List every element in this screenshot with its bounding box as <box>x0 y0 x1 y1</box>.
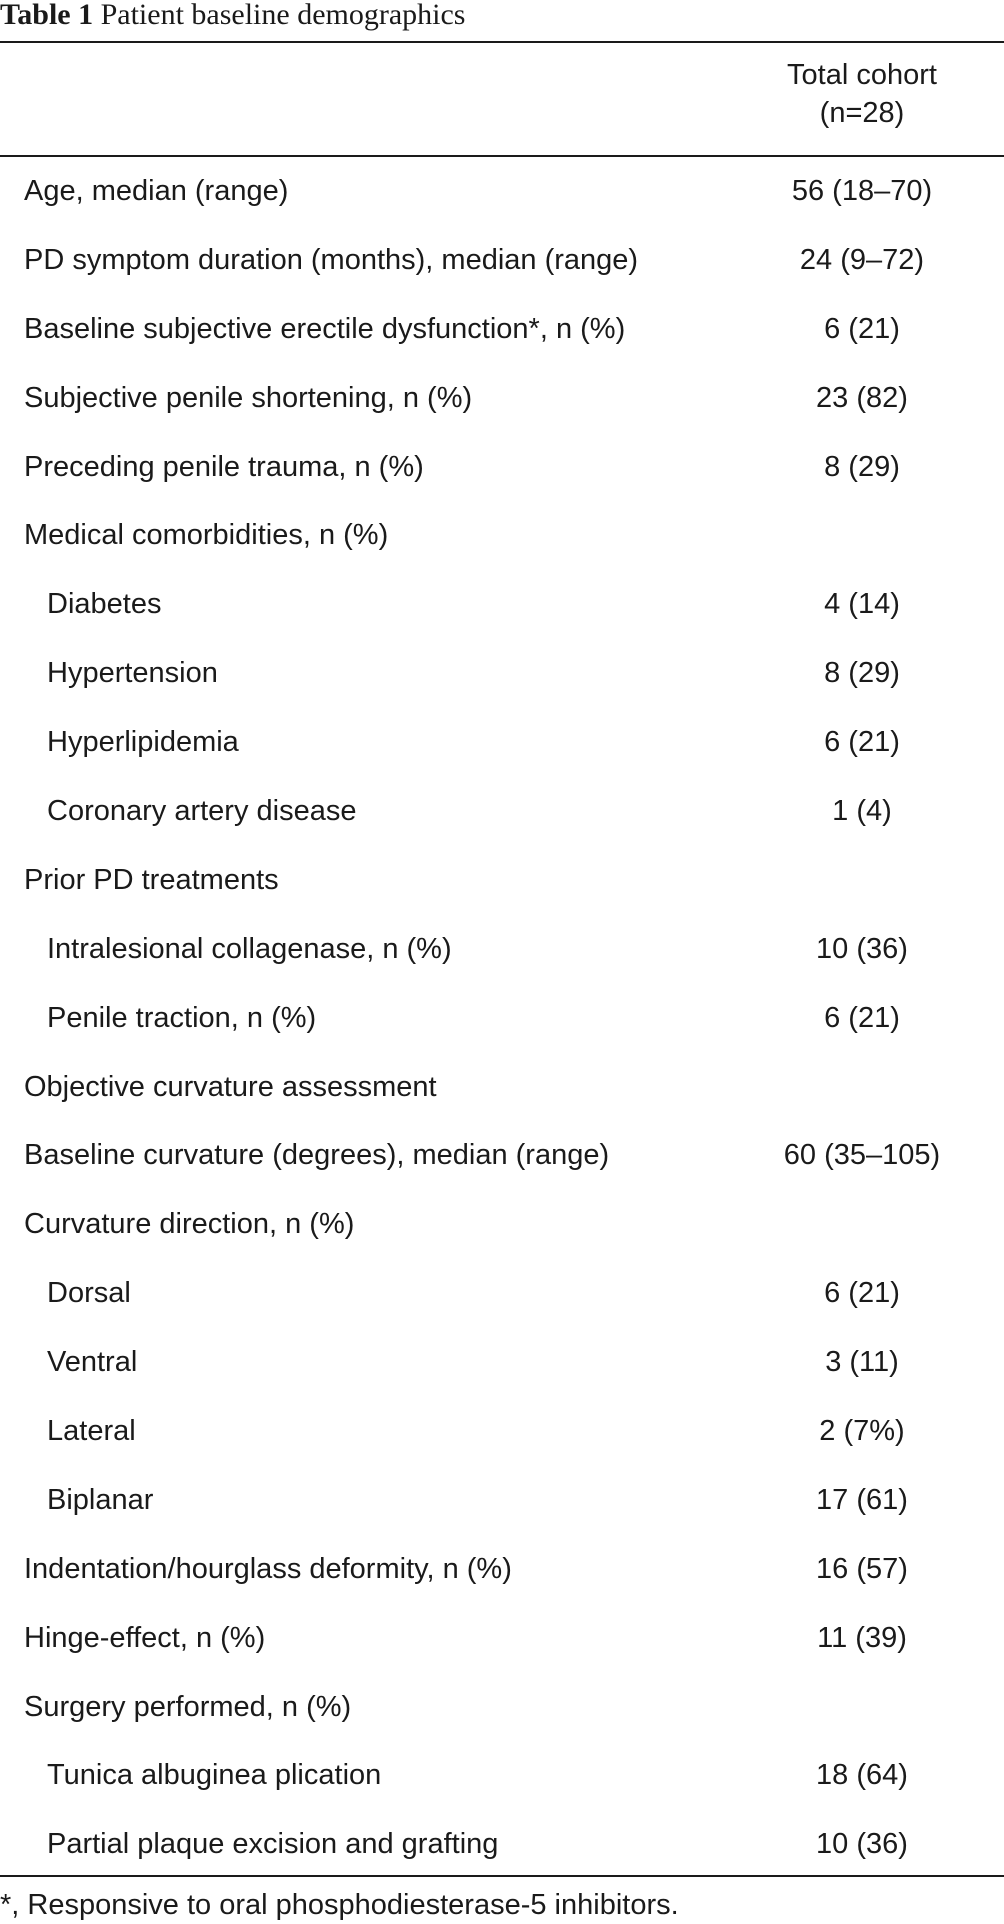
row-label: Preceding penile trauma, n (%) <box>24 450 424 483</box>
row-value: 24 (9–72) <box>799 243 925 276</box>
row-value: 10 (36) <box>816 1828 908 1861</box>
row-label: Hinge-effect, n (%) <box>24 1621 266 1654</box>
row-label: Ventral <box>47 1346 138 1379</box>
table-row: Partial plaque excision and grafting 10 (… <box>0 1810 1004 1879</box>
top-rule <box>0 41 1004 43</box>
table-row: Tunica albuginea plication 18 (64) <box>0 1741 1004 1810</box>
table-row: Baseline subjective erectile dysfunction… <box>0 295 1004 364</box>
table-row: Hypertension 8 (29) <box>0 639 1004 708</box>
row-value: 6 (21) <box>824 1277 900 1310</box>
row-value: 60 (35–105) <box>783 1139 941 1172</box>
table-row: Diabetes 4 (14) <box>0 570 1004 639</box>
row-value: 3 (11) <box>825 1346 899 1379</box>
row-value: 8 (29) <box>824 657 900 690</box>
row-value: 8 (29) <box>824 450 900 483</box>
row-value: 1 (4) <box>832 795 892 828</box>
row-value: 23 (82) <box>816 381 908 414</box>
row-label: Biplanar <box>47 1483 154 1516</box>
row-label: Coronary artery disease <box>47 795 357 828</box>
table-row: Penile traction, n (%) 6 (21) <box>0 984 1004 1053</box>
table-caption: Table 1 Patient baseline demographics <box>0 0 466 38</box>
table-body: Age, median (range) 56 (18–70) PD symptom … <box>0 157 1004 1879</box>
column-header-total-cohort: Total cohort (n=28) <box>740 56 984 132</box>
row-label: Intralesional collagenase, n (%) <box>47 932 452 965</box>
row-label: Tunica albuginea plication <box>47 1759 382 1792</box>
row-value: 56 (18–70) <box>791 175 933 207</box>
row-label: Subjective penile shortening, n (%) <box>24 381 473 414</box>
row-value: 2 (7%) <box>819 1415 905 1448</box>
row-label: Baseline subjective erectile dysfunction… <box>24 312 626 345</box>
row-value: 6 (21) <box>824 312 900 345</box>
row-label: Baseline curvature (degrees), median (ra… <box>24 1139 610 1172</box>
table-row: Prior PD treatments <box>0 846 1004 915</box>
row-value: 16 (57) <box>816 1552 908 1585</box>
bottom-rule <box>0 1875 1004 1877</box>
row-label: Dorsal <box>47 1277 131 1310</box>
row-label: Age, median (range) <box>24 175 289 207</box>
row-label: Diabetes <box>47 588 162 621</box>
row-value: 11 (39) <box>817 1621 907 1654</box>
row-label: Penile traction, n (%) <box>47 1001 317 1034</box>
row-value: 10 (36) <box>816 932 908 965</box>
table-row: Preceding penile trauma, n (%) 8 (29) <box>0 433 1004 502</box>
header-rule <box>0 155 1004 157</box>
row-value: 18 (64) <box>816 1759 908 1792</box>
column-header-line-2: (n=28) <box>819 97 905 129</box>
table-row: Intralesional collagenase, n (%) 10 (36) <box>0 915 1004 984</box>
row-value: 6 (21) <box>824 726 900 759</box>
row-label: PD symptom duration (months), median (ra… <box>24 243 639 276</box>
row-label: Partial plaque excision and grafting <box>47 1828 499 1861</box>
row-label: Lateral <box>47 1415 136 1448</box>
row-label: Objective curvature assessment <box>24 1070 437 1103</box>
table-row: Biplanar 17 (61) <box>0 1466 1004 1535</box>
column-header-line-1: Total cohort <box>787 59 937 91</box>
row-label: Surgery performed, n (%) <box>24 1690 352 1723</box>
table-row: Curvature direction, n (%) <box>0 1190 1004 1259</box>
row-label: Curvature direction, n (%) <box>24 1208 355 1241</box>
table-row: Baseline curvature (degrees), median (ra… <box>0 1121 1004 1190</box>
row-value: 6 (21) <box>824 1001 900 1034</box>
row-value: 4 (14) <box>824 588 900 621</box>
table-footnote: *, Responsive to oral phosphodiesterase-… <box>0 1889 679 1921</box>
row-value: 17 (61) <box>816 1483 908 1516</box>
table-row: Subjective penile shortening, n (%) 23 (8… <box>0 364 1004 433</box>
table-row: Age, median (range) 56 (18–70) <box>0 157 1004 226</box>
table-row: Ventral 3 (11) <box>0 1328 1004 1397</box>
table-row: Coronary artery disease 1 (4) <box>0 777 1004 846</box>
table-row: Surgery performed, n (%) <box>0 1673 1004 1742</box>
table-row: Dorsal 6 (21) <box>0 1259 1004 1328</box>
table-row: Objective curvature assessment <box>0 1053 1004 1122</box>
table-title: Patient baseline demographics <box>100 0 466 31</box>
row-label: Prior PD treatments <box>24 863 279 896</box>
table-row: Medical comorbidities, n (%) <box>0 501 1004 570</box>
row-label: Hypertension <box>47 657 218 690</box>
table-row: Hyperlipidemia 6 (21) <box>0 708 1004 777</box>
table-row: Lateral 2 (7%) <box>0 1397 1004 1466</box>
table-row: PD symptom duration (months), median (ra… <box>0 226 1004 295</box>
row-label: Indentation/hourglass deformity, n (%) <box>24 1552 512 1585</box>
row-label: Hyperlipidemia <box>47 726 239 759</box>
row-label: Medical comorbidities, n (%) <box>24 519 389 552</box>
table-row: Indentation/hourglass deformity, n (%) 16… <box>0 1535 1004 1604</box>
table-number: Table 1 <box>0 0 94 31</box>
table-row: Hinge-effect, n (%) 11 (39) <box>0 1604 1004 1673</box>
